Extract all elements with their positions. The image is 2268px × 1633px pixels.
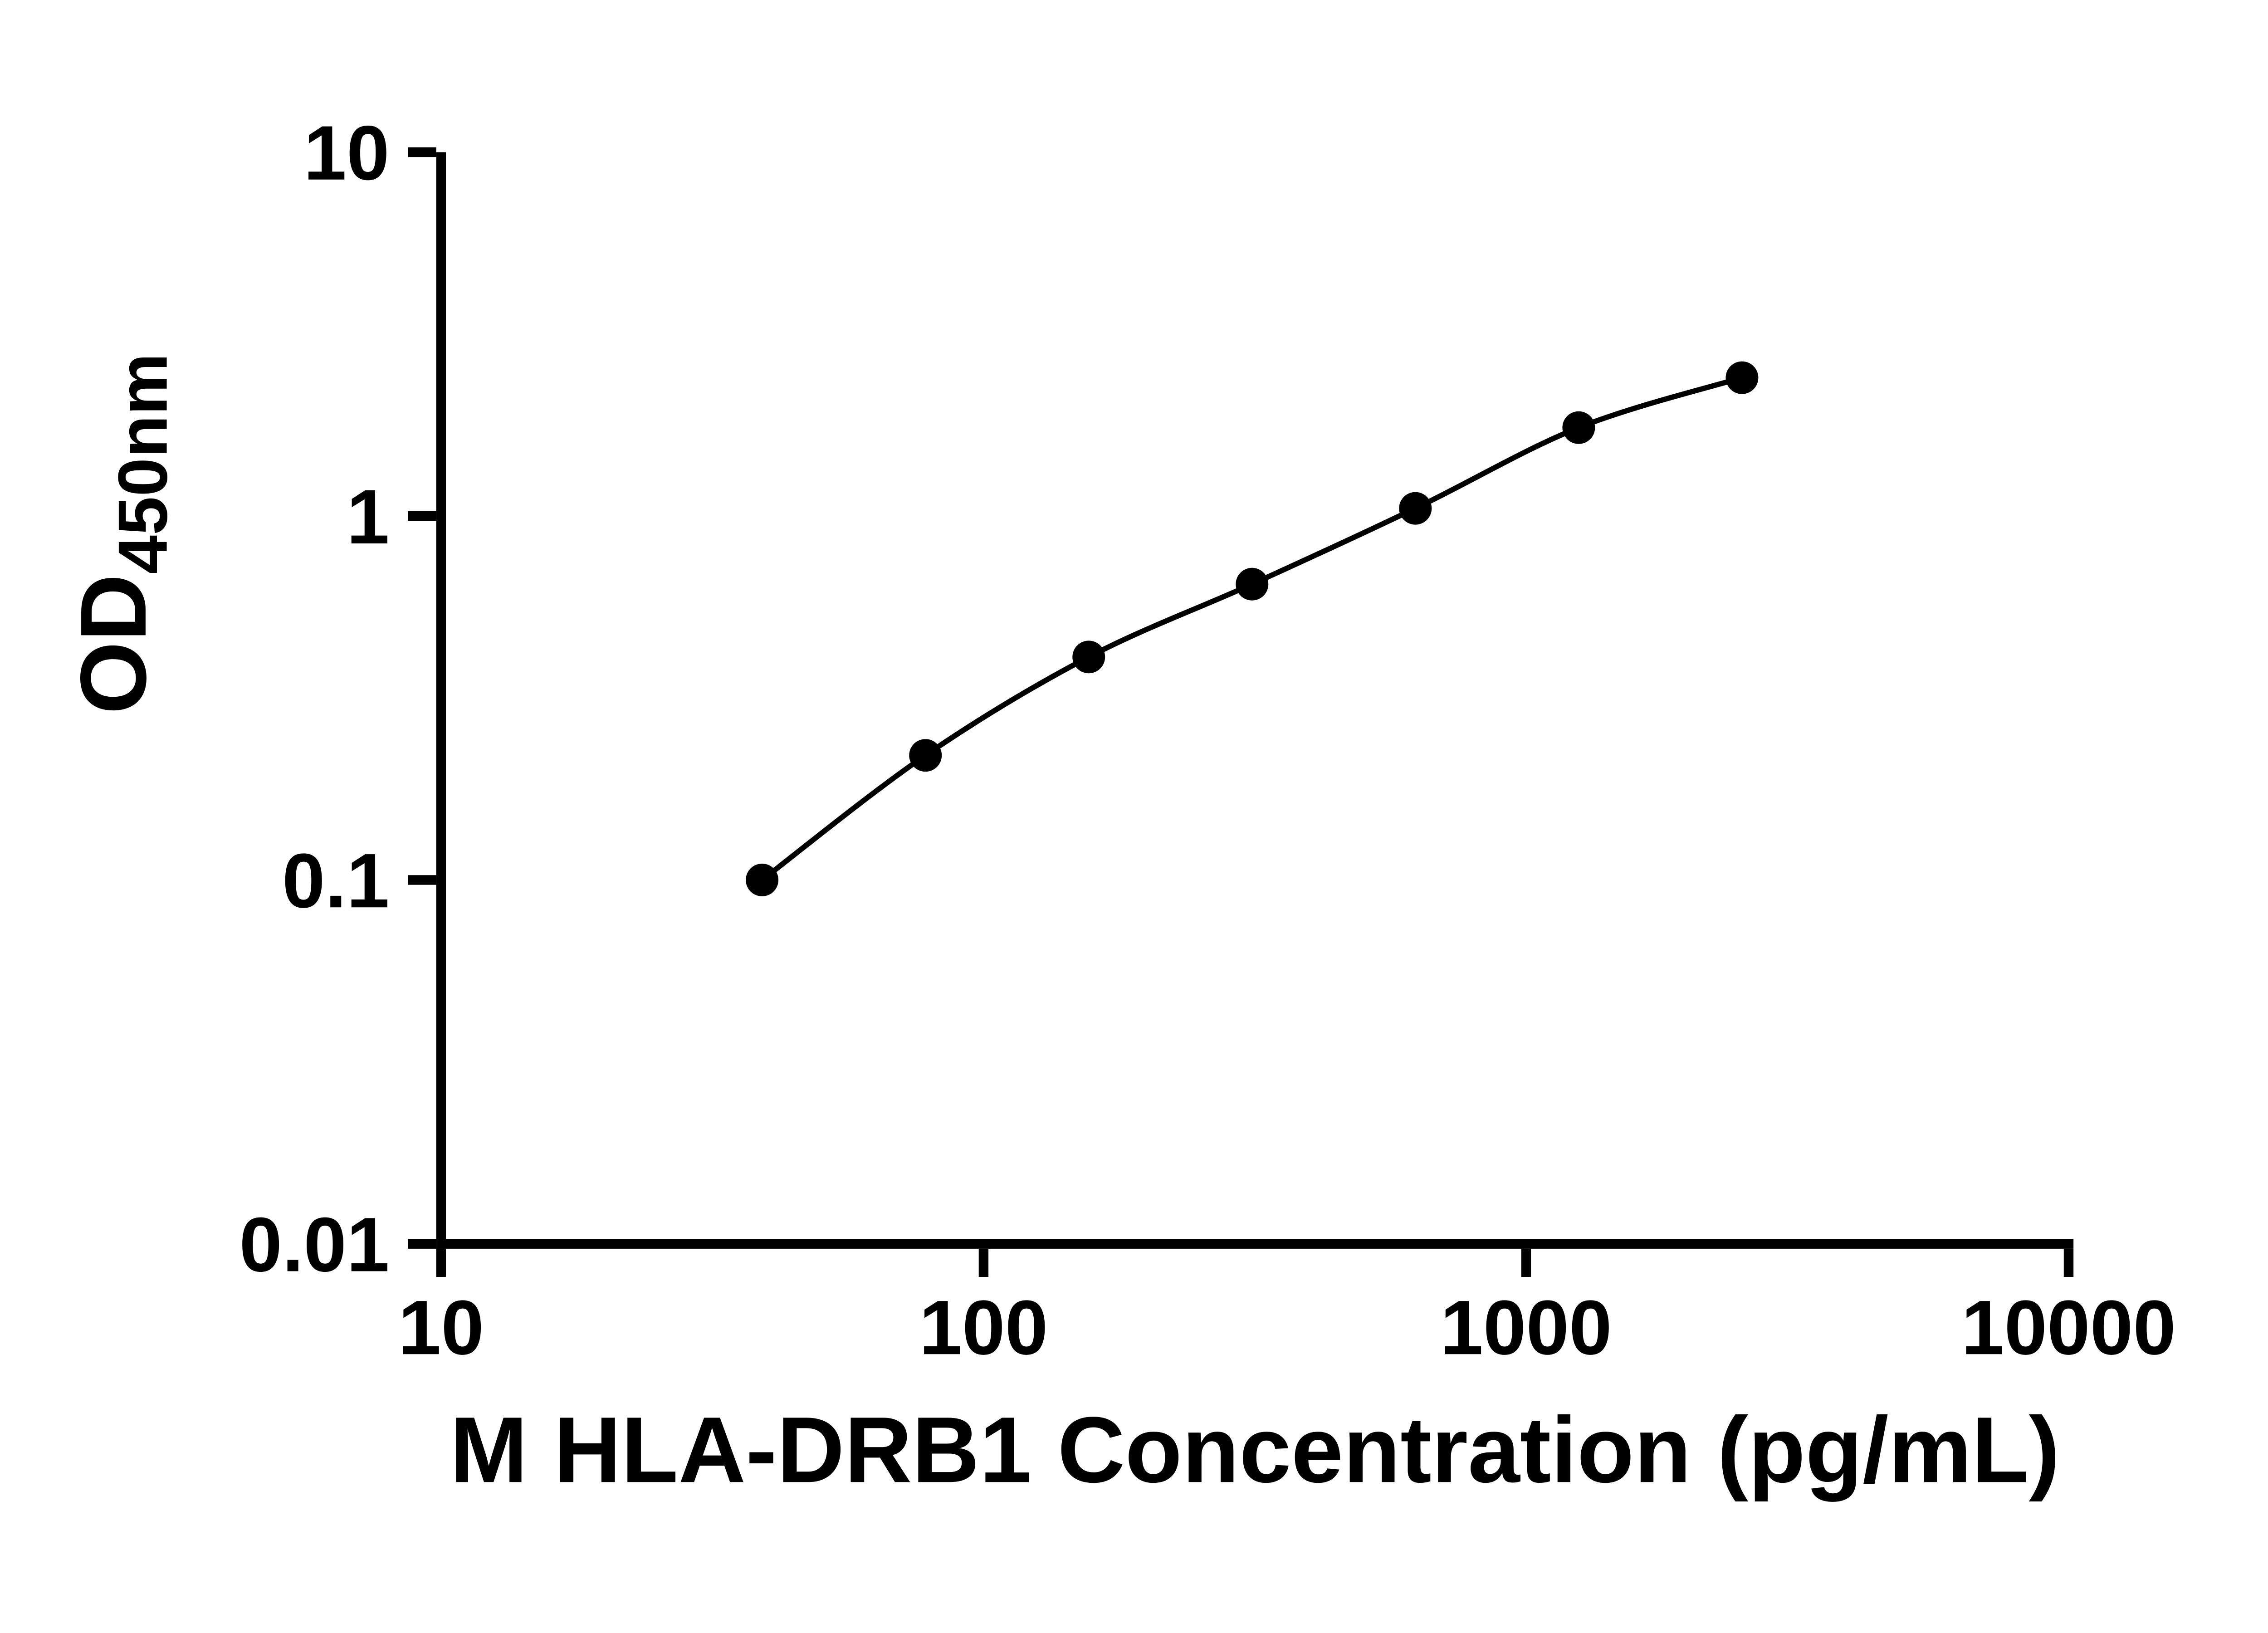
x-tick-label: 1000 [1440,1285,1612,1371]
y-tick-label: 10 [303,110,389,196]
y-tick-label: 0.1 [282,838,390,924]
y-axis-title: OD450nm [61,353,182,714]
data-point [1399,492,1432,525]
x-tick-label: 10000 [1961,1285,2176,1371]
plot-layer: 10 100 1000 10000 0.01 0.1 1 10 [239,110,2176,1371]
elisa-standard-curve-figure: 10 100 1000 10000 0.01 0.1 1 10 M HLA-DRB1 Conc… [60,110,2176,1502]
y-tick-label: 0.01 [239,1202,389,1288]
y-tick-label: 1 [347,474,390,560]
x-axis-title: M HLA-DRB1 Concentration (pg/mL) [450,1397,2060,1502]
y-axis-title-main: OD [61,574,166,714]
data-point [1725,361,1759,394]
x-tick-label: 10 [398,1285,484,1371]
data-point [909,739,942,772]
data-point [746,863,779,896]
standard-curve-chart: 10 100 1000 10000 0.01 0.1 1 10 M HLA-DRB1 Conc… [61,110,2176,1502]
fit-line [760,375,1743,882]
x-tick-label: 100 [919,1285,1048,1371]
data-point [1562,411,1595,444]
y-axis-title-subscript: 450nm [104,353,182,574]
data-point [1236,567,1269,601]
data-point [1072,640,1105,674]
